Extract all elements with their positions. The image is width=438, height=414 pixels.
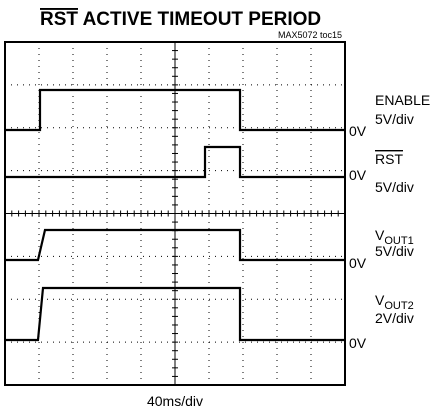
title-rest: ACTIVE TIMEOUT PERIOD (78, 9, 321, 30)
figure-note: MAX5072 toc15 (278, 30, 342, 40)
timebase-label: 40ms/div (147, 393, 203, 409)
channel-name: RST (375, 151, 403, 167)
channel-scale: 5V/div (375, 243, 414, 259)
channel-name-sub: OUT2 (384, 300, 413, 312)
ground-label: 0V (349, 335, 367, 351)
channel-scale: 5V/div (375, 111, 414, 127)
ground-label: 0V (349, 167, 367, 183)
ground-label: 0V (349, 123, 367, 139)
title-overlined: RST (40, 9, 78, 30)
title: RST ACTIVE TIMEOUT PERIOD (40, 9, 321, 30)
vout1-trace (5, 228, 345, 262)
channel-scale: 2V/div (375, 310, 414, 326)
rst-trace (5, 145, 345, 179)
channel-name-main: V (375, 292, 385, 308)
channel-name: VOUT1 (375, 227, 414, 247)
channel-labels: ENABLE 5V/div 0V RST 5V/div 0V VOUT1 5V/… (349, 92, 430, 351)
channel-name-main: V (375, 227, 385, 243)
channel-name-sub: OUT1 (384, 235, 413, 247)
enable-trace (5, 88, 345, 132)
traces (5, 88, 345, 342)
vout2-trace (5, 286, 345, 342)
ground-label: 0V (349, 255, 367, 271)
channel-name: ENABLE (375, 92, 430, 108)
channel-name: VOUT2 (375, 292, 414, 312)
scope-screen (4, 41, 346, 386)
channel-scale: 5V/div (375, 179, 414, 195)
